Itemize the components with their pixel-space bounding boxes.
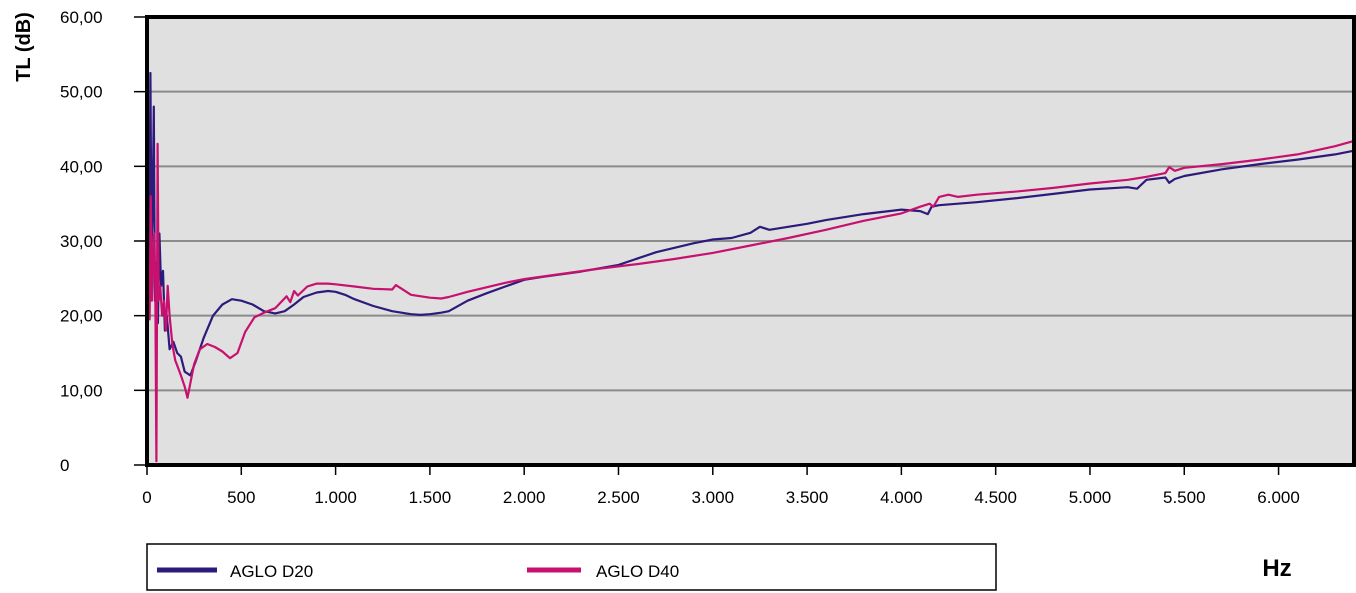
x-tick-label: 4.000	[880, 488, 923, 507]
y-tick-label: 40,00	[60, 157, 103, 176]
y-axis-title: TL (dB)	[13, 12, 35, 82]
x-tick-label: 500	[227, 488, 255, 507]
x-tick-label: 1.500	[409, 488, 452, 507]
x-tick-label: 3.000	[692, 488, 735, 507]
x-tick-label: 2.500	[597, 488, 640, 507]
y-tick-label: 20,00	[60, 307, 103, 326]
x-axis-ticks: 0 500 1.000 1.500 2.000 2.500 3.000 3.500 4.000 4…	[142, 465, 1300, 507]
series-group	[145, 71, 1355, 463]
x-tick-label: 0	[142, 488, 151, 507]
gridlines	[147, 90, 1354, 392]
legend: AGLO D20 AGLO D40	[146, 543, 997, 591]
legend-label-aglo-d20: AGLO D20	[230, 562, 313, 581]
x-tick-label: 1.000	[314, 488, 357, 507]
x-tick-label: 6.000	[1257, 488, 1300, 507]
y-tick-label: 50,00	[60, 83, 103, 102]
x-axis-title: Hz	[1262, 555, 1291, 582]
x-tick-label: 3.500	[786, 488, 829, 507]
x-tick-label: 5.500	[1163, 488, 1206, 507]
x-tick-label: 5.000	[1069, 488, 1112, 507]
y-tick-label: 30,00	[60, 232, 103, 251]
x-tick-label: 4.500	[974, 488, 1017, 507]
x-tick-label: 2.000	[503, 488, 546, 507]
y-axis-ticks: 0 10,00 20,00 30,00 40,00 50,00 60,00	[60, 8, 147, 475]
series-line-aglo-d40	[145, 139, 1355, 463]
y-tick-label: 60,00	[60, 8, 103, 27]
legend-box	[146, 543, 997, 591]
legend-label-aglo-d40: AGLO D40	[596, 562, 679, 581]
y-tick-label: 10,00	[60, 381, 103, 400]
y-tick-label: 0	[60, 456, 69, 475]
